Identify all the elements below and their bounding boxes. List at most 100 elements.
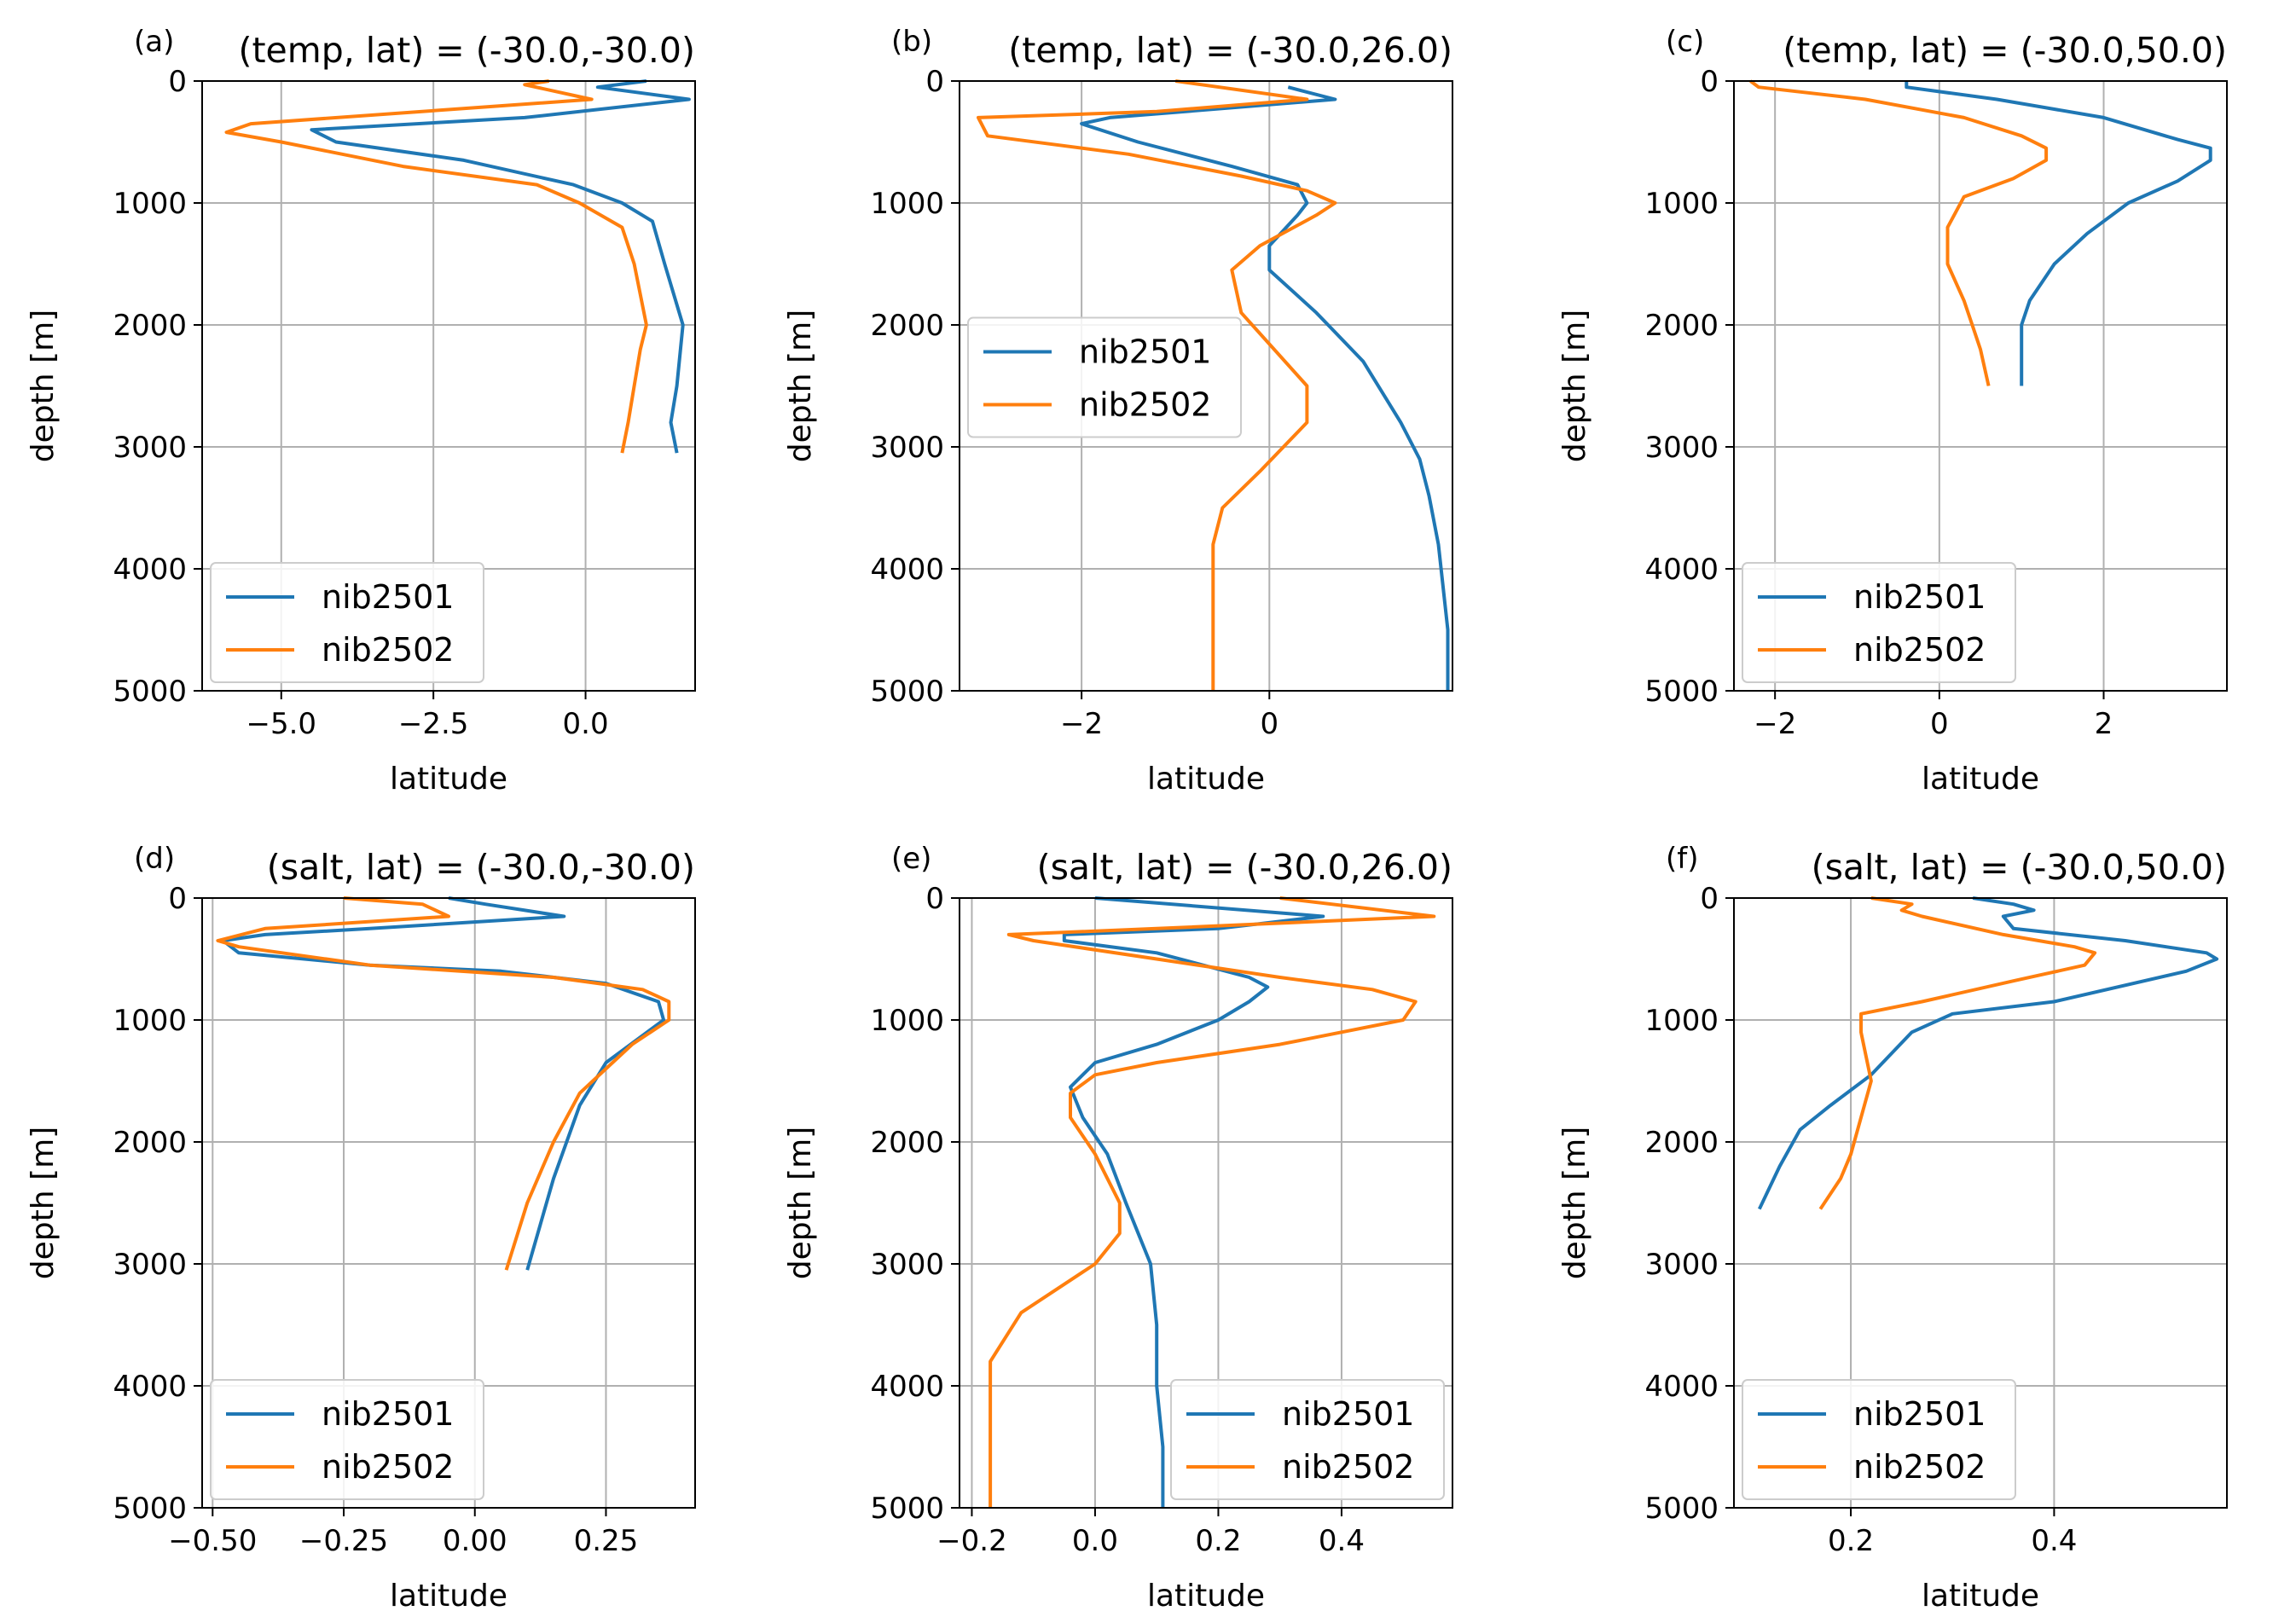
y-tick-label: 4000 (1644, 1370, 1719, 1404)
legend-label: nib2501 (1079, 333, 1211, 371)
panel-letter: (d) (134, 842, 175, 876)
axes-frame (959, 80, 1453, 692)
axes-frame (201, 897, 696, 1509)
y-tick-label: 3000 (113, 1248, 187, 1282)
legend-box (210, 562, 484, 683)
legend: nib2501 nib2502 (1742, 562, 2016, 683)
chart-panel-f: 0.2 0.4 0 1000 2000 3000 4000 5000 latitude depth… (1557, 842, 2228, 1611)
series-line-nib2502 (224, 79, 648, 454)
y-tick-label: 3000 (1644, 1248, 1719, 1282)
x-tick-label: 2 (2095, 707, 2113, 741)
legend: nib2501 nib2502 (1742, 1379, 2016, 1500)
panel-title: (temp, lat) = (-30.0,50.0) (1783, 30, 2227, 71)
y-axis-label: depth [m] (26, 310, 61, 462)
y-tick-label: 5000 (1644, 1492, 1719, 1526)
y-tick-label: 5000 (113, 675, 187, 709)
panel-title: (temp, lat) = (-30.0,-30.0) (238, 30, 695, 71)
chart-panel-e: −0.2 0.0 0.2 0.4 0 1000 2000 3000 4000 5000 latitu… (783, 842, 1453, 1611)
y-axis-label: depth [m] (1557, 1127, 1592, 1279)
x-tick-label: −2 (1754, 707, 1796, 741)
x-axis-label: latitude (1922, 762, 2039, 797)
x-axis-label: latitude (390, 762, 507, 797)
y-tick-label: 0 (168, 65, 187, 99)
x-tick-label: 0.2 (1828, 1524, 1874, 1558)
x-tick-label: 0.2 (1195, 1524, 1241, 1558)
panel-letter: (f) (1666, 842, 1699, 876)
x-tick-label: −5.0 (246, 707, 316, 741)
y-tick-label: 1000 (113, 1004, 187, 1038)
legend-label: nib2502 (1079, 386, 1211, 424)
x-axis-label: latitude (390, 1579, 507, 1611)
axes-frame (959, 897, 1453, 1509)
series-line-nib2502 (1749, 79, 2049, 386)
y-tick-label: 2000 (1644, 1126, 1719, 1160)
series-line-nib2501 (1080, 85, 1450, 691)
y-tick-label: 0 (168, 882, 187, 916)
legend-label: nib2502 (1282, 1448, 1414, 1486)
y-tick-label: 1000 (870, 187, 944, 221)
y-tick-label: 0 (925, 882, 944, 916)
legend-box (1742, 562, 2016, 683)
panel-title: (salt, lat) = (-30.0,50.0) (1812, 847, 2227, 888)
series-line-nib2501 (310, 79, 691, 454)
legend-label: nib2501 (322, 578, 454, 616)
y-tick-label: 5000 (113, 1492, 187, 1526)
y-tick-label: 3000 (113, 431, 187, 465)
y-tick-label: 1000 (1644, 1004, 1719, 1038)
y-tick-label: 3000 (870, 1248, 944, 1282)
y-tick-label: 2000 (113, 1126, 187, 1160)
y-tick-label: 4000 (870, 553, 944, 587)
legend-label: nib2501 (1282, 1395, 1414, 1433)
panel-letter: (e) (891, 842, 931, 876)
y-tick-label: 5000 (1644, 675, 1719, 709)
x-tick-label: 0.0 (1072, 1524, 1118, 1558)
x-tick-label: 0.00 (443, 1524, 507, 1558)
series-line-nib2502 (977, 79, 1337, 691)
x-tick-label: −0.25 (299, 1524, 388, 1558)
y-tick-label: 0 (1700, 882, 1719, 916)
legend: nib2501 nib2502 (210, 1379, 484, 1500)
y-axis-label: depth [m] (783, 1127, 818, 1279)
panel-letter: (a) (134, 25, 174, 59)
chart-panel-b: −2 0 0 1000 2000 3000 4000 5000 latitude depth [m… (783, 25, 1453, 797)
chart-panel-c: −2 0 2 0 1000 2000 3000 4000 5000 latitude depth [… (1557, 25, 2228, 797)
axes-frame (1733, 897, 2228, 1509)
chart-panel-d: −0.50 −0.25 0.00 0.25 0 1000 2000 3000 4000 5000 l… (26, 842, 696, 1611)
x-axis-label: latitude (1147, 1579, 1265, 1611)
series-line-nib2501 (1062, 896, 1325, 1508)
x-tick-label: 0.4 (1319, 1524, 1365, 1558)
legend: nib2501 nib2502 (1170, 1379, 1445, 1500)
legend-label: nib2502 (322, 631, 454, 669)
x-axis-label: latitude (1147, 762, 1265, 797)
y-tick-label: 2000 (870, 309, 944, 343)
x-tick-label: 0.4 (2031, 1524, 2077, 1558)
x-tick-label: 0.25 (574, 1524, 639, 1558)
y-tick-label: 3000 (870, 431, 944, 465)
series-line-nib2502 (1818, 896, 2097, 1210)
x-axis-label: latitude (1922, 1579, 2039, 1611)
x-tick-label: 0.0 (563, 707, 609, 741)
y-axis-label: depth [m] (783, 310, 818, 462)
panel-title: (temp, lat) = (-30.0,26.0) (1008, 30, 1452, 71)
y-axis-label: depth [m] (26, 1127, 61, 1279)
y-tick-label: 0 (925, 65, 944, 99)
y-tick-label: 5000 (870, 675, 944, 709)
legend: nib2501 nib2502 (210, 562, 484, 683)
y-tick-label: 4000 (113, 553, 187, 587)
y-tick-label: 4000 (113, 1370, 187, 1404)
y-tick-label: 1000 (113, 187, 187, 221)
legend-box (967, 316, 1242, 438)
axes-frame (1733, 80, 2228, 692)
legend-box (1742, 1379, 2016, 1500)
panel-title: (salt, lat) = (-30.0,26.0) (1037, 847, 1452, 888)
legend-box (1170, 1379, 1445, 1500)
x-tick-label: 0 (1930, 707, 1949, 741)
legend-label: nib2502 (322, 1448, 454, 1486)
y-tick-label: 2000 (1644, 309, 1719, 343)
panel-letter: (c) (1666, 25, 1704, 59)
chart-panel-a: −5.0 −2.5 0.0 0 1000 2000 3000 4000 5000 latitude… (26, 25, 696, 797)
legend-box (210, 1379, 484, 1500)
x-tick-label: −2 (1060, 707, 1103, 741)
